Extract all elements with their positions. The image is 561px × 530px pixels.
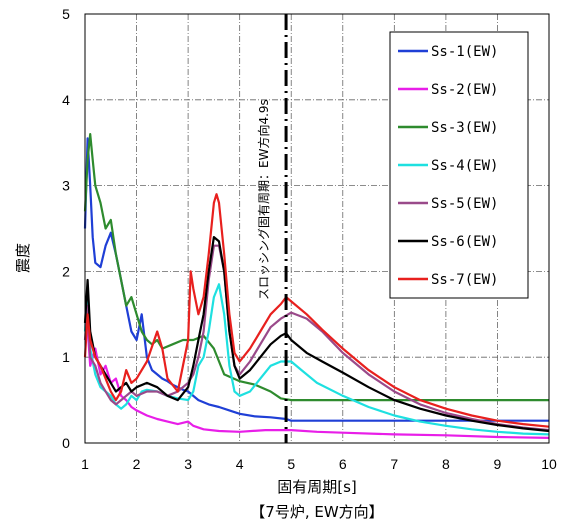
plot-frame <box>84 13 550 444</box>
x-tick-label: 3 <box>184 456 192 472</box>
sloshing-period-annotation: スロッシング固有周期：EW方向4.9s <box>256 99 271 300</box>
x-tick-labels: 1 2 3 4 5 6 7 8 9 10 <box>81 456 557 472</box>
x-axis-label: 固有周期[s] <box>277 478 357 496</box>
y-tick-label: 3 <box>62 178 70 194</box>
series-line-ss-7ew <box>83 193 550 428</box>
y-tick-labels: 0 1 2 3 4 5 <box>62 6 70 451</box>
legend: Ss-1(EW) Ss-2(EW) Ss-3(EW) Ss-4(EW) Ss-5(EW)… <box>389 31 529 299</box>
series-line-ss-6ew <box>83 236 550 433</box>
x-tick-label: 5 <box>287 456 295 472</box>
legend-entry: Ss-1(EW) <box>431 44 498 60</box>
chart-caption: 【7号炉, EW方向】 <box>250 503 383 521</box>
legend-entry: Ss-2(EW) <box>431 82 498 98</box>
x-tick-label: 9 <box>494 456 502 472</box>
series-line-ss-2ew <box>83 326 550 439</box>
legend-entry: Ss-5(EW) <box>431 196 498 212</box>
y-tick-label: 4 <box>62 92 70 108</box>
series-line-ss-5ew <box>83 244 550 432</box>
legend-entry: Ss-6(EW) <box>431 234 498 250</box>
y-tick-label: 1 <box>62 349 70 365</box>
x-tick-label: 6 <box>339 456 347 472</box>
y-tick-label: 2 <box>62 263 70 279</box>
legend-entry: Ss-3(EW) <box>431 120 498 136</box>
y-tick-label: 0 <box>62 435 70 451</box>
x-tick-label: 10 <box>541 456 557 472</box>
y-tick-label: 5 <box>62 6 70 22</box>
series-line-ss-4ew <box>83 283 550 436</box>
x-tick-label: 2 <box>133 456 141 472</box>
x-tick-label: 1 <box>81 456 89 472</box>
x-tick-label: 7 <box>390 456 398 472</box>
y-axis-label: 震度 <box>14 243 32 273</box>
legend-entry: Ss-4(EW) <box>431 158 498 174</box>
legend-entry: Ss-7(EW) <box>431 272 498 288</box>
x-tick-label: 4 <box>236 456 244 472</box>
x-tick-label: 8 <box>442 456 450 472</box>
